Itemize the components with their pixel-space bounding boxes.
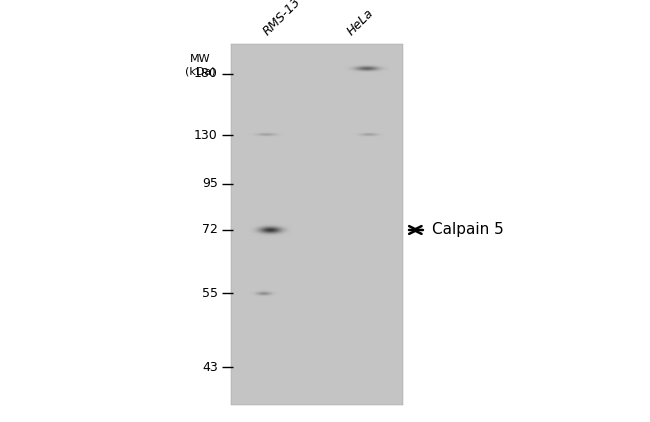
Text: Calpain 5: Calpain 5: [432, 222, 504, 238]
Text: 95: 95: [202, 177, 218, 190]
Text: 43: 43: [202, 361, 218, 373]
Bar: [231, 44, 403, 405]
Text: HeLa: HeLa: [345, 6, 377, 38]
Text: 72: 72: [202, 224, 218, 236]
Text: 130: 130: [194, 129, 218, 141]
Text: 55: 55: [202, 287, 218, 300]
Text: 180: 180: [194, 68, 218, 80]
Bar: [231, 44, 403, 405]
Text: RMS-13: RMS-13: [261, 0, 304, 38]
Text: MW
(kDa): MW (kDa): [185, 54, 216, 77]
